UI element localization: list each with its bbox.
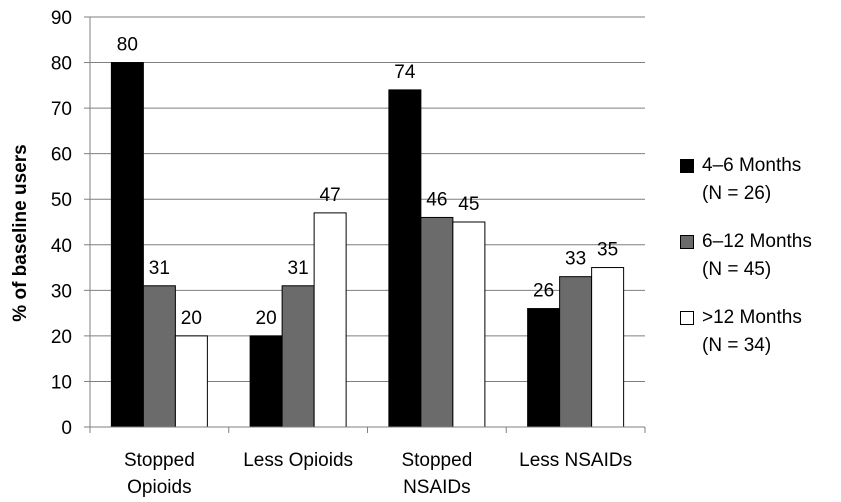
y-tick-label: 30 xyxy=(51,281,72,302)
category-label: Less Opioids xyxy=(243,450,353,471)
legend-swatch xyxy=(680,235,694,249)
bar xyxy=(559,276,593,428)
data-label: 35 xyxy=(597,240,618,261)
y-tick-label: 10 xyxy=(51,372,72,393)
bar xyxy=(452,221,486,428)
bar xyxy=(591,267,625,428)
bar xyxy=(174,335,208,428)
legend-swatch xyxy=(680,311,694,325)
y-tick-label: 90 xyxy=(51,8,72,29)
data-label: 80 xyxy=(117,35,138,56)
data-label: 33 xyxy=(565,249,586,270)
data-label: 45 xyxy=(458,194,479,215)
y-tick-label: 0 xyxy=(61,418,72,439)
bar xyxy=(281,285,315,428)
bar xyxy=(420,216,454,428)
legend-series-n: (N = 26) xyxy=(702,183,772,204)
bar xyxy=(527,308,561,428)
y-tick-label: 50 xyxy=(51,190,72,211)
bars xyxy=(110,62,625,428)
legend-item-over-12-months: >12 Months (N = 34) xyxy=(680,304,840,360)
data-label: 20 xyxy=(256,308,277,329)
legend-item-4-6-months: 4–6 Months (N = 26) xyxy=(680,152,840,208)
legend-series-n: (N = 45) xyxy=(702,259,772,280)
data-label: 74 xyxy=(394,62,416,83)
legend-series-name: 6–12 Months xyxy=(702,231,812,252)
y-tick-label: 80 xyxy=(51,54,72,75)
data-label: 46 xyxy=(426,189,447,210)
bar xyxy=(388,89,422,428)
legend-series-name: 4–6 Months xyxy=(702,155,802,176)
data-label: 31 xyxy=(149,258,170,279)
legend-item-6-12-months: 6–12 Months (N = 45) xyxy=(680,228,840,284)
bar xyxy=(249,335,283,428)
category-label: Opioids xyxy=(127,477,191,498)
y-axis-title: % of baseline users xyxy=(10,144,31,321)
bar xyxy=(110,62,144,428)
legend-swatch xyxy=(680,159,694,173)
legend-series-name: >12 Months xyxy=(702,307,802,328)
data-label: 26 xyxy=(533,281,554,302)
data-label: 31 xyxy=(288,258,309,279)
bar xyxy=(313,212,347,428)
category-label: NSAIDs xyxy=(403,477,471,498)
y-tick-label: 60 xyxy=(51,145,72,166)
category-label: Less NSAIDs xyxy=(519,450,632,471)
bar xyxy=(142,285,176,428)
legend: 4–6 Months (N = 26) 6–12 Months (N = 45)… xyxy=(680,152,840,380)
data-label: 20 xyxy=(181,308,202,329)
data-label: 47 xyxy=(320,185,341,206)
category-labels: Stopped Opioids Less Opioids Stopped NSAIDs L… xyxy=(124,450,632,498)
axes xyxy=(84,16,646,433)
y-tick-label: 70 xyxy=(51,99,72,120)
data-labels: 80 31 20 20 31 47 74 46 45 26 33 35 xyxy=(117,35,618,329)
y-tick-label: 40 xyxy=(51,236,72,257)
category-label: Stopped xyxy=(401,450,472,471)
legend-series-n: (N = 34) xyxy=(702,335,772,356)
category-label: Stopped xyxy=(124,450,195,471)
y-tick-label: 20 xyxy=(51,327,72,348)
y-tick-labels: 0 10 20 30 40 50 60 70 80 90 xyxy=(51,8,72,439)
